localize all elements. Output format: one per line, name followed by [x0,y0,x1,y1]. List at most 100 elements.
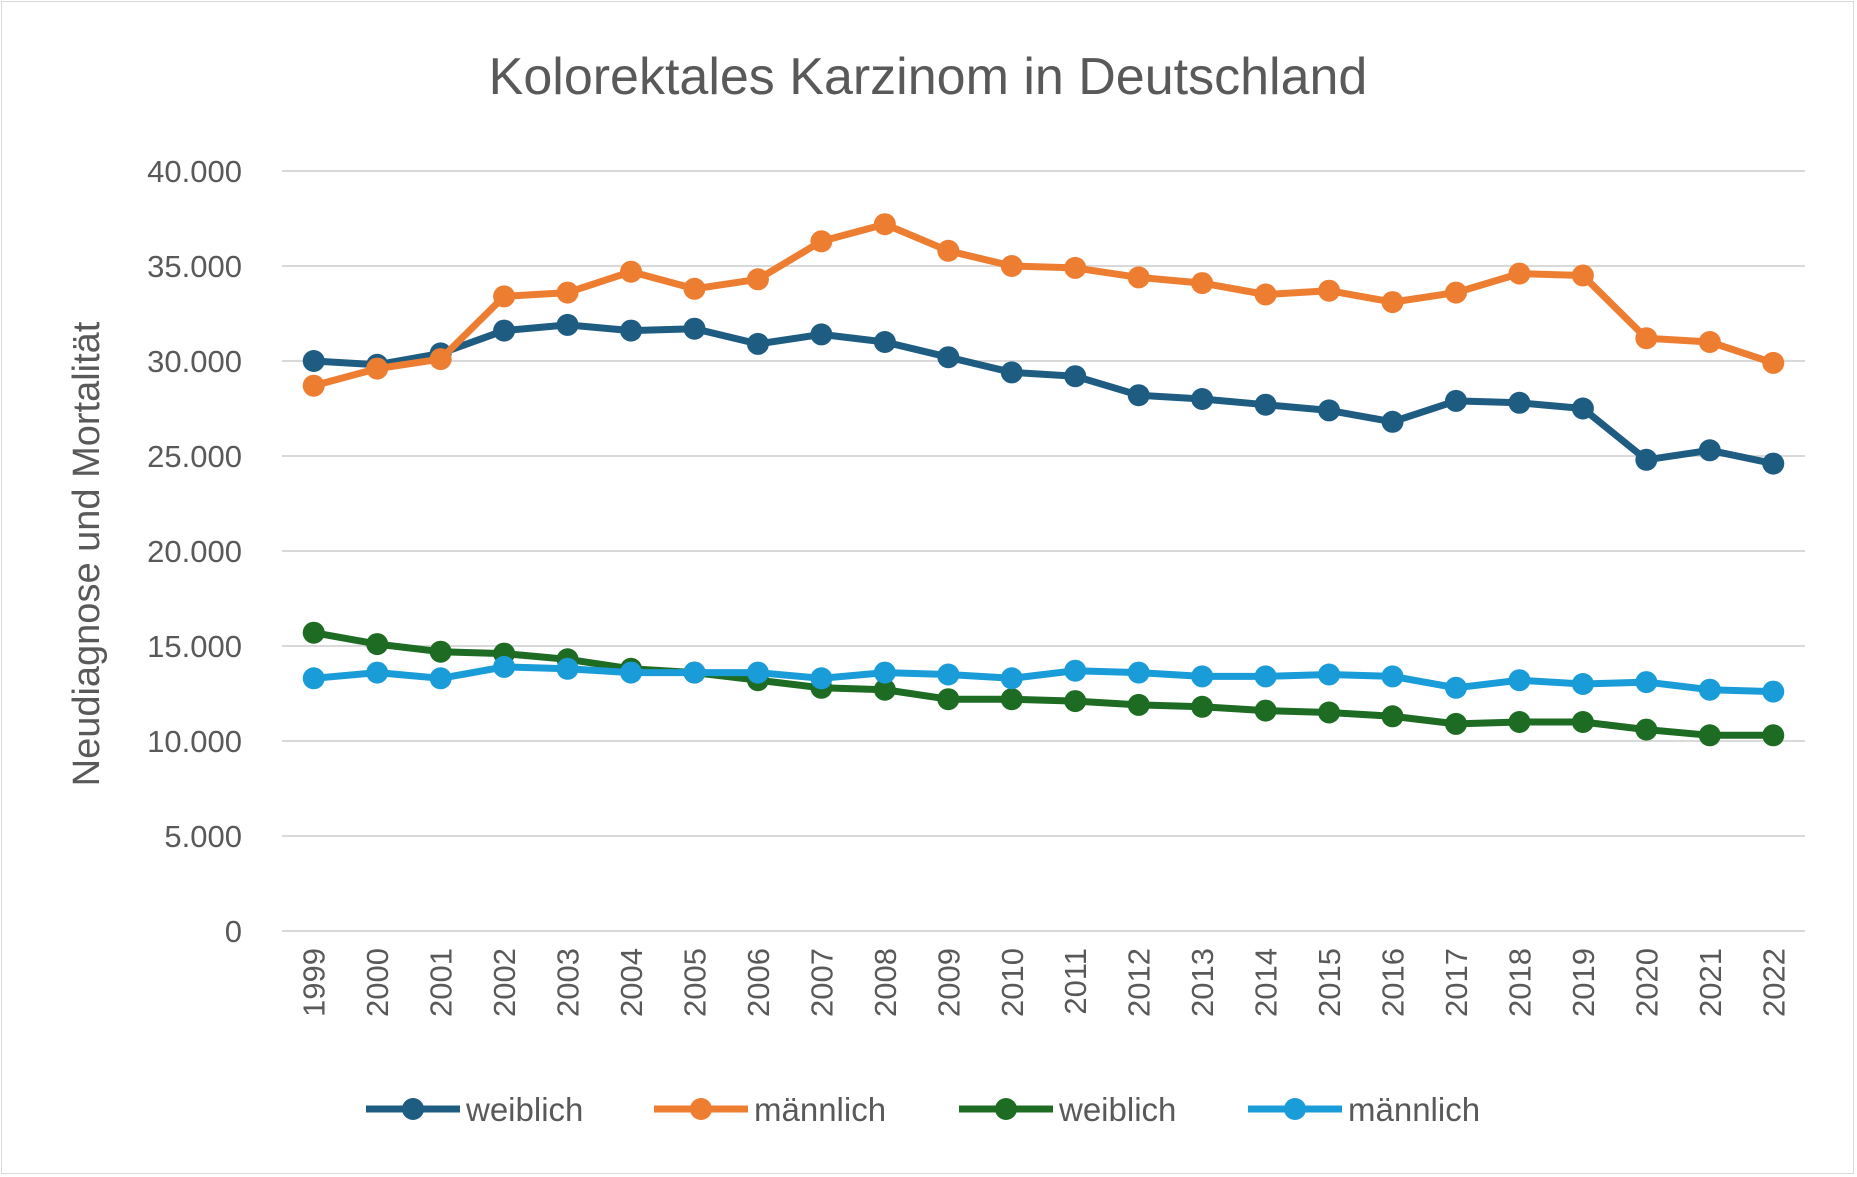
y-tick-label: 10.000 [147,724,242,759]
legend-marker [690,1098,712,1120]
x-tick-label: 2000 [360,948,395,1017]
x-tick-label: 2007 [804,948,839,1017]
x-tick-label: 2011 [1058,948,1093,1015]
legend-marker [995,1098,1017,1120]
data-point [493,319,516,342]
data-point [1762,724,1785,747]
legend-marker [1284,1098,1306,1120]
series-lines [302,213,1785,747]
x-axis-ticks: 1999 2000 2001 2002 2003 2004 2005 2006 2007 2008… [297,948,1792,1017]
series-1 [302,313,1785,475]
x-tick-label: 2016 [1376,948,1411,1017]
data-point [493,285,516,308]
gridlines [282,170,1805,932]
data-point [1318,701,1341,724]
data-point [1318,399,1341,422]
y-tick-label: 35.000 [147,249,242,284]
data-point [1191,272,1214,295]
data-point [1635,671,1658,694]
x-tick-label: 2017 [1439,948,1474,1017]
data-point [1698,439,1721,462]
data-point [1254,665,1277,688]
legend-label: weiblich [465,1091,583,1128]
series-2 [302,213,1785,397]
data-point [1444,389,1467,412]
y-tick-label: 25.000 [147,439,242,474]
data-point [1508,669,1531,692]
legend-label: weiblich [1058,1091,1176,1128]
data-point [1571,397,1594,420]
data-point [937,663,960,686]
data-point [1381,705,1404,728]
data-point [493,655,516,678]
x-tick-label: 2005 [677,948,712,1017]
x-tick-label: 2001 [424,948,459,1017]
data-point [366,357,389,380]
data-point [1508,391,1531,414]
y-tick-label: 40.000 [147,154,242,189]
x-tick-label: 1999 [297,948,332,1017]
data-point [620,319,643,342]
legend-item: männlich [1248,1091,1480,1128]
data-point [1571,711,1594,733]
data-point [1191,695,1214,718]
data-point [366,661,389,684]
data-point [302,374,325,397]
data-point [746,661,769,684]
y-axis-label: Neudiagnose und Mortalität [66,321,108,786]
legend: weiblich männlich weiblich männlich [366,1091,1480,1128]
data-point [810,323,833,346]
data-point [1064,659,1087,682]
data-point [1000,255,1023,277]
series-3 [302,621,1785,747]
data-point [937,688,960,711]
data-point [1571,264,1594,287]
x-tick-label: 2022 [1756,948,1791,1017]
data-point [556,657,579,680]
data-point [1064,256,1087,279]
data-point [302,667,325,690]
x-tick-label: 2006 [741,948,776,1017]
data-point [1191,665,1214,688]
x-tick-label: 2019 [1566,948,1601,1017]
legend-item: weiblich [959,1091,1176,1128]
data-point [556,281,579,304]
data-point [683,317,706,340]
data-point [620,260,643,283]
x-tick-label: 2018 [1502,948,1537,1017]
data-point [1191,388,1214,410]
y-tick-label: 15.000 [147,629,242,664]
data-point [810,667,833,690]
data-point [1762,452,1785,475]
data-point [873,331,896,353]
data-point [1698,678,1721,701]
y-tick-label: 0 [225,914,242,949]
data-point [1318,663,1341,686]
data-point [1444,281,1467,304]
data-point [683,661,706,684]
data-point [1698,724,1721,747]
data-point [1508,711,1531,733]
data-point [1381,665,1404,688]
data-point [810,230,833,253]
x-tick-label: 2020 [1629,948,1664,1017]
data-point [366,633,389,656]
data-point [1508,262,1531,285]
legend-item: weiblich [366,1091,583,1128]
series-line [310,321,1777,468]
legend-marker [402,1098,424,1120]
data-point [1254,699,1277,722]
legend-label: männlich [1348,1091,1480,1128]
x-tick-label: 2015 [1312,948,1347,1017]
series-line [310,663,1777,696]
x-tick-label: 2021 [1693,948,1728,1017]
data-point [1318,279,1341,302]
data-point [1571,673,1594,695]
data-point [1381,410,1404,433]
data-point [1000,667,1023,690]
data-point [683,277,706,300]
y-axis-ticks: 0 5.000 10.000 15.000 20.000 25.000 30.000 35.0… [147,154,242,949]
data-point [1635,448,1658,471]
